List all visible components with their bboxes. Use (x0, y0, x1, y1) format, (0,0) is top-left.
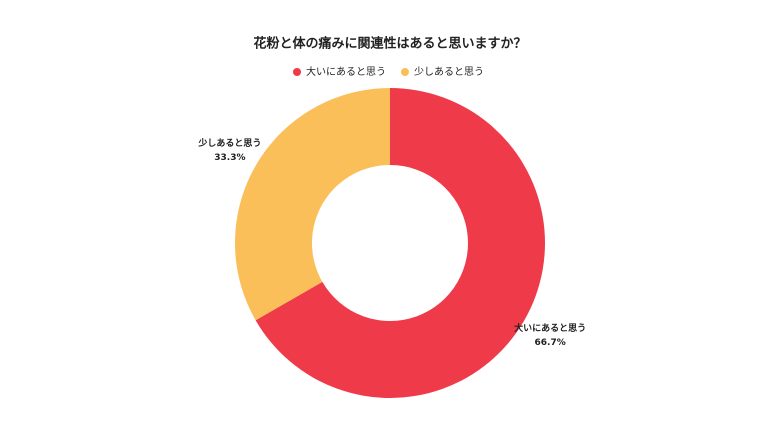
legend-marker (293, 68, 301, 76)
chart-title: 花粉と体の痛みに関連性はあると思いますか？ (253, 36, 526, 52)
donut-slice (235, 88, 390, 321)
slice-value-label: 66.7% (535, 338, 566, 348)
donut-slice (255, 88, 545, 398)
legend-label: 大いにあると思う (306, 65, 386, 78)
slice-category-label: 少しあると思う (197, 137, 261, 149)
slice-value-label: 33.3% (214, 153, 245, 163)
legend-label: 少しあると思う (414, 66, 484, 78)
slice-category-label: 大いにあると思う (514, 322, 586, 334)
legend-marker (401, 68, 409, 76)
